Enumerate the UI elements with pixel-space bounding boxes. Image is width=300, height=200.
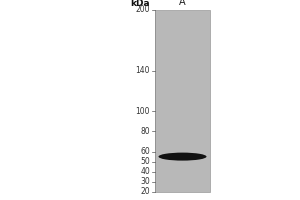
Text: 40: 40	[140, 167, 150, 176]
Text: 140: 140	[136, 66, 150, 75]
Text: 200: 200	[136, 5, 150, 15]
Text: 50: 50	[140, 157, 150, 166]
Text: 100: 100	[136, 107, 150, 116]
Bar	[155, 10, 210, 192]
Text: 60: 60	[140, 147, 150, 156]
Text: 30: 30	[140, 177, 150, 186]
Text: A: A	[179, 0, 186, 7]
Text: kDa: kDa	[130, 0, 150, 8]
Text: 80: 80	[140, 127, 150, 136]
Text: 20: 20	[140, 188, 150, 196]
Ellipse shape	[158, 153, 206, 161]
